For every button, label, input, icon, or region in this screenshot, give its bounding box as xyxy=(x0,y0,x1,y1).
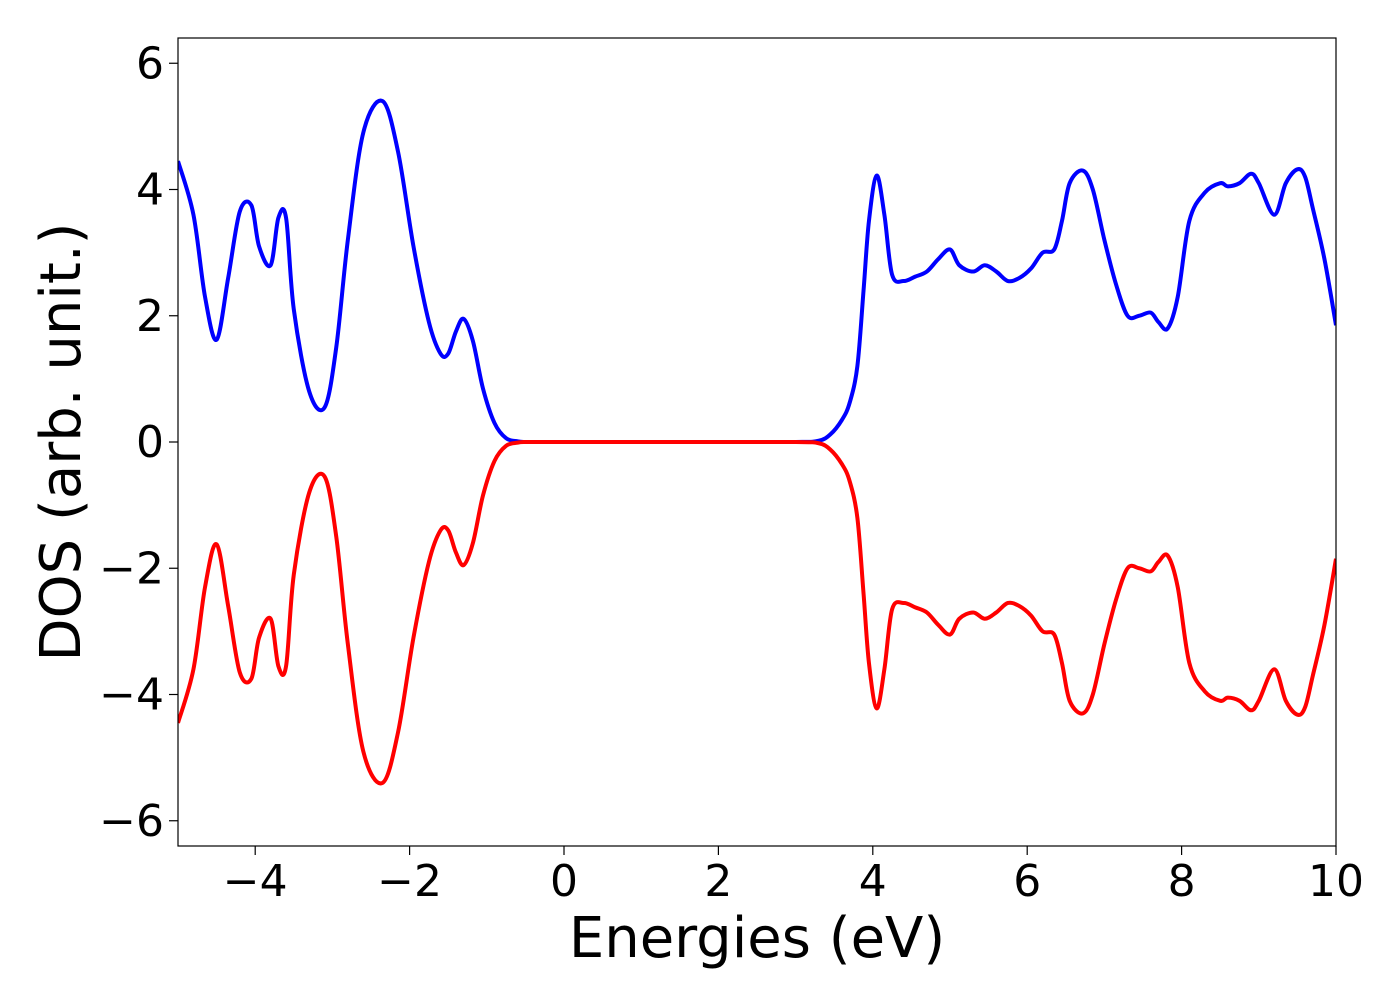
y-axis-label: DOS (arb. unit.) xyxy=(29,222,94,661)
y-tick-label: −4 xyxy=(99,670,164,721)
y-tick-label: 4 xyxy=(136,165,164,216)
x-tick-label: 8 xyxy=(1168,856,1196,907)
y-tick-label: 0 xyxy=(136,417,164,468)
y-tick-label: −2 xyxy=(99,543,164,594)
x-axis-label: Energies (eV) xyxy=(569,906,945,971)
series-line-upper xyxy=(178,98,1336,445)
y-axis-ticks: −6 −4 −2 0 2 4 6 xyxy=(99,38,178,847)
series-layer xyxy=(178,98,1336,786)
x-tick-label: 10 xyxy=(1308,856,1364,907)
y-tick-label: −6 xyxy=(99,796,164,847)
y-tick-label: 2 xyxy=(136,291,164,342)
x-tick-label: 2 xyxy=(704,856,732,907)
y-tick-label: 6 xyxy=(136,38,164,89)
x-tick-label: −2 xyxy=(377,856,442,907)
x-tick-label: −4 xyxy=(223,856,288,907)
x-tick-label: 6 xyxy=(1013,856,1041,907)
x-tick-label: 4 xyxy=(859,856,887,907)
x-tick-label: 0 xyxy=(550,856,578,907)
series-line-lower xyxy=(178,439,1336,786)
x-axis-ticks: −4 −2 0 2 4 6 8 10 xyxy=(223,846,1364,907)
